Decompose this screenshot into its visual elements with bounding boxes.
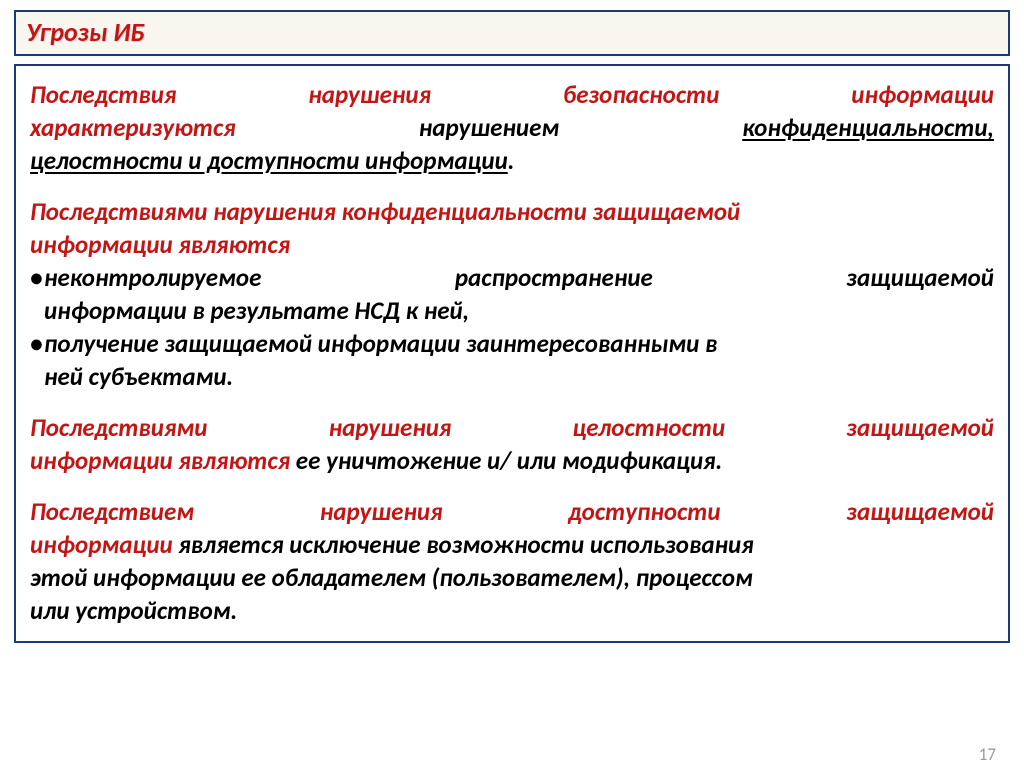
conf-b1-w1: неконтролируемое: [44, 261, 261, 294]
conf-bullet-1: • неконтролируемое распространение защищ…: [30, 261, 994, 327]
intro-red-w2: нарушения: [308, 78, 431, 111]
avail-plain-line2: является исключение возможности использо…: [173, 529, 754, 560]
slide-header-box: Угрозы ИБ: [14, 10, 1010, 56]
intro-red-w4: информации: [851, 78, 994, 111]
integ-red-w4: защищаемой: [846, 411, 994, 444]
avail-red-w4: защищаемой: [846, 495, 994, 528]
integ-red-w3: целостности: [573, 411, 726, 444]
avail-red-w2: нарушения: [320, 495, 443, 528]
avail-red-w1: Последствием: [30, 495, 194, 528]
paragraph-confidentiality: Последствиями нарушения конфиденциальнос…: [30, 195, 994, 393]
conf-red-line1: Последствиями нарушения конфиденциальнос…: [30, 195, 994, 228]
intro-underline-1: конфиденциальности,: [742, 111, 994, 144]
intro-red-w5: характеризуются: [30, 111, 236, 144]
conf-b1-w3: защищаемой: [846, 261, 994, 294]
conf-b2-line1: получение защищаемой информации заинтере…: [44, 327, 994, 360]
intro-tail: .: [508, 145, 515, 176]
integ-red-w1: Последствиями: [30, 411, 207, 444]
paragraph-availability: Последствием нарушения доступности защищ…: [30, 495, 994, 627]
intro-red-w1: Последствия: [30, 78, 176, 111]
avail-plain-line3: этой информации ее обладателем (пользова…: [30, 561, 994, 594]
conf-b1-line2: информации в результате НСД к ней,: [44, 294, 994, 327]
conf-red-line2: информации являются: [30, 228, 994, 261]
slide-body-box: Последствия нарушения безопасности инфор…: [14, 64, 1010, 643]
integ-red-line2: информации являются: [30, 445, 290, 476]
intro-red-w3: безопасности: [563, 78, 720, 111]
avail-plain-line4: или устройством.: [30, 594, 994, 627]
conf-b1-w2: распространение: [455, 261, 653, 294]
paragraph-consequences-intro: Последствия нарушения безопасности инфор…: [30, 78, 994, 177]
paragraph-integrity: Последствиями нарушения целостности защи…: [30, 411, 994, 477]
intro-plain-1: нарушением: [419, 111, 559, 144]
bullet-dot-icon: •: [30, 327, 44, 393]
avail-red-line2: информации: [30, 529, 173, 560]
integ-red-w2: нарушения: [329, 411, 452, 444]
page-number: 17: [979, 744, 996, 765]
slide-title: Угрозы ИБ: [26, 16, 145, 48]
integ-plain: ее уничтожение и/ или модификация.: [290, 445, 722, 476]
conf-b2-line2: ней субъектами.: [44, 360, 994, 393]
bullet-dot-icon: •: [30, 261, 44, 327]
avail-red-w3: доступности: [568, 495, 720, 528]
conf-bullet-2: • получение защищаемой информации заинте…: [30, 327, 994, 393]
intro-underline-2: целостности и доступности информации: [30, 145, 508, 176]
